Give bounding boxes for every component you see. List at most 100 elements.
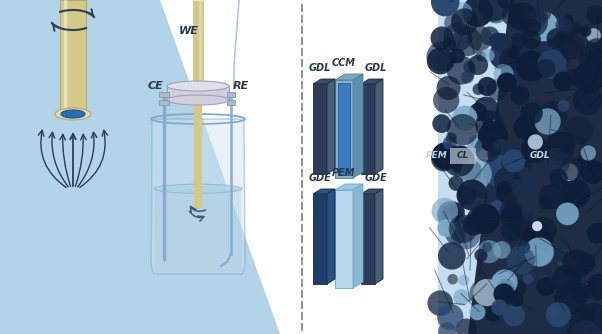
Circle shape bbox=[553, 71, 573, 91]
Polygon shape bbox=[353, 184, 363, 288]
Circle shape bbox=[456, 319, 477, 334]
Polygon shape bbox=[335, 184, 363, 190]
Circle shape bbox=[450, 203, 465, 218]
Circle shape bbox=[585, 38, 602, 63]
Polygon shape bbox=[361, 189, 383, 194]
Circle shape bbox=[554, 283, 585, 314]
Circle shape bbox=[447, 56, 476, 85]
Polygon shape bbox=[313, 189, 335, 194]
Polygon shape bbox=[353, 74, 363, 178]
Circle shape bbox=[586, 28, 601, 43]
Circle shape bbox=[488, 139, 517, 169]
Circle shape bbox=[508, 2, 537, 31]
Circle shape bbox=[525, 19, 541, 35]
Circle shape bbox=[427, 47, 454, 74]
Circle shape bbox=[444, 23, 473, 51]
Circle shape bbox=[536, 277, 555, 296]
Circle shape bbox=[574, 61, 602, 93]
Ellipse shape bbox=[167, 81, 229, 91]
Polygon shape bbox=[151, 119, 245, 274]
Circle shape bbox=[506, 44, 521, 59]
Circle shape bbox=[476, 51, 486, 61]
Circle shape bbox=[560, 319, 585, 334]
Circle shape bbox=[503, 55, 529, 81]
Circle shape bbox=[572, 304, 594, 326]
Circle shape bbox=[510, 86, 530, 105]
Circle shape bbox=[478, 0, 509, 21]
Circle shape bbox=[432, 114, 451, 133]
Circle shape bbox=[588, 100, 598, 112]
Circle shape bbox=[509, 292, 524, 307]
Circle shape bbox=[444, 149, 462, 167]
Circle shape bbox=[527, 239, 554, 267]
Ellipse shape bbox=[55, 108, 91, 120]
Circle shape bbox=[473, 279, 500, 306]
Circle shape bbox=[548, 45, 562, 58]
Circle shape bbox=[532, 221, 542, 231]
Circle shape bbox=[442, 204, 461, 223]
Circle shape bbox=[548, 307, 559, 319]
Circle shape bbox=[494, 283, 515, 305]
Polygon shape bbox=[375, 79, 383, 174]
Circle shape bbox=[442, 64, 462, 83]
Circle shape bbox=[547, 28, 567, 48]
Circle shape bbox=[492, 270, 518, 295]
Circle shape bbox=[456, 185, 476, 205]
Circle shape bbox=[427, 290, 453, 316]
Ellipse shape bbox=[61, 110, 85, 118]
Circle shape bbox=[546, 302, 571, 327]
Circle shape bbox=[572, 320, 600, 334]
Polygon shape bbox=[338, 83, 350, 175]
Circle shape bbox=[519, 8, 548, 37]
Circle shape bbox=[560, 163, 578, 181]
Text: GDE: GDE bbox=[309, 173, 331, 183]
Circle shape bbox=[438, 219, 455, 237]
Circle shape bbox=[468, 55, 488, 75]
Circle shape bbox=[592, 290, 602, 301]
Circle shape bbox=[570, 282, 588, 300]
Circle shape bbox=[535, 5, 551, 21]
Polygon shape bbox=[154, 189, 242, 273]
Circle shape bbox=[523, 227, 544, 248]
Circle shape bbox=[482, 49, 494, 62]
Circle shape bbox=[451, 2, 473, 24]
Circle shape bbox=[568, 22, 581, 35]
Circle shape bbox=[493, 33, 512, 52]
Bar bbox=[227, 100, 235, 105]
Circle shape bbox=[545, 44, 563, 62]
Circle shape bbox=[507, 43, 517, 53]
Text: GDL: GDL bbox=[365, 63, 387, 73]
Bar bbox=[227, 92, 235, 97]
Circle shape bbox=[453, 289, 470, 306]
Circle shape bbox=[502, 285, 518, 301]
Circle shape bbox=[474, 136, 501, 162]
Circle shape bbox=[482, 242, 492, 252]
Polygon shape bbox=[313, 84, 327, 174]
Circle shape bbox=[501, 3, 525, 27]
Circle shape bbox=[535, 108, 560, 135]
Polygon shape bbox=[375, 189, 383, 284]
Text: GDL: GDL bbox=[309, 63, 331, 73]
Circle shape bbox=[470, 304, 485, 320]
Circle shape bbox=[559, 34, 585, 60]
Circle shape bbox=[477, 122, 508, 152]
Text: PEM: PEM bbox=[332, 168, 356, 178]
Circle shape bbox=[510, 33, 527, 50]
Circle shape bbox=[451, 157, 469, 175]
Circle shape bbox=[473, 83, 484, 95]
Circle shape bbox=[512, 179, 531, 198]
Ellipse shape bbox=[167, 95, 229, 105]
Circle shape bbox=[538, 101, 567, 131]
Circle shape bbox=[501, 155, 517, 171]
Circle shape bbox=[493, 241, 510, 259]
Circle shape bbox=[448, 214, 477, 243]
Circle shape bbox=[467, 26, 492, 51]
Text: CL: CL bbox=[457, 152, 469, 161]
Circle shape bbox=[497, 0, 514, 9]
Circle shape bbox=[470, 279, 500, 309]
Circle shape bbox=[524, 4, 548, 28]
Circle shape bbox=[452, 75, 480, 103]
Circle shape bbox=[451, 8, 478, 35]
Circle shape bbox=[448, 146, 474, 172]
Circle shape bbox=[524, 237, 554, 267]
